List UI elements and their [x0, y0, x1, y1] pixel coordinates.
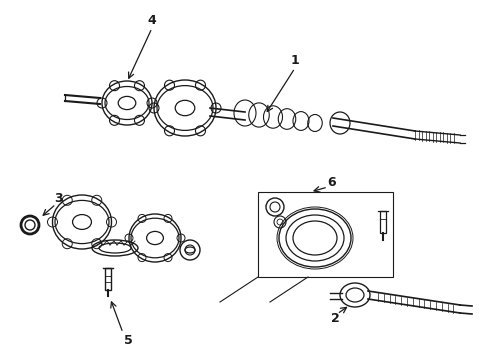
Bar: [105, 268, 111, 290]
Text: 1: 1: [291, 54, 299, 67]
Bar: [380, 211, 386, 233]
Text: 2: 2: [331, 311, 340, 324]
Bar: [258, 192, 393, 277]
Text: 3: 3: [54, 192, 62, 204]
Text: 5: 5: [123, 333, 132, 346]
Text: 4: 4: [147, 13, 156, 27]
Text: 6: 6: [328, 176, 336, 189]
